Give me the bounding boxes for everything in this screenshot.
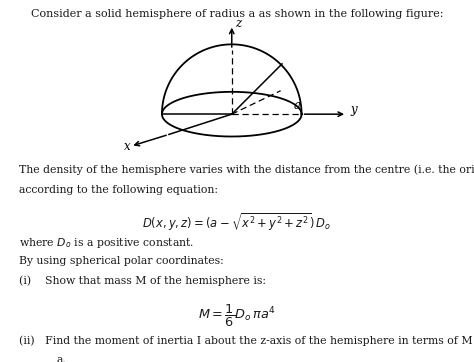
Text: By using spherical polar coordinates:: By using spherical polar coordinates: [19,256,224,266]
Text: x: x [124,140,130,153]
Text: (i)    Show that mass M of the hemisphere is:: (i) Show that mass M of the hemisphere i… [19,276,266,286]
Text: $D(x,y,z) = (a - \sqrt{x^2 + y^2 + z^2})\,D_o$: $D(x,y,z) = (a - \sqrt{x^2 + y^2 + z^2})… [143,211,331,233]
Text: a.: a. [57,355,67,362]
Text: y: y [350,104,357,117]
Text: $M = \dfrac{1}{6}D_o\,\pi a^4$: $M = \dfrac{1}{6}D_o\,\pi a^4$ [198,303,276,329]
Text: Consider a solid hemisphere of radius a as shown in the following figure:: Consider a solid hemisphere of radius a … [31,9,443,19]
Text: a: a [293,99,300,112]
Text: The density of the hemisphere varies with the distance from the centre (i.e. the: The density of the hemisphere varies wit… [19,165,474,175]
Text: where $D_o$ is a positive constant.: where $D_o$ is a positive constant. [19,236,194,250]
Text: according to the following equation:: according to the following equation: [19,185,218,195]
Text: (ii)   Find the moment of inertia I about the z-axis of the hemisphere in terms : (ii) Find the moment of inertia I about … [19,336,474,346]
Text: z: z [235,17,242,30]
